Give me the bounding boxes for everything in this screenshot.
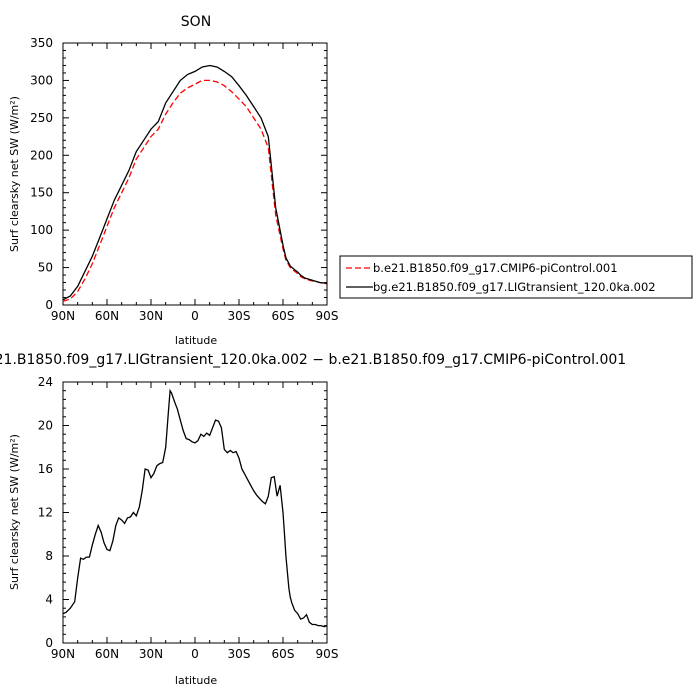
chart-2-title: bg.e21.B1850.f09_g17.LIGtransient_120.0k… — [0, 352, 626, 368]
y-tick-label: 100 — [30, 223, 53, 237]
series-line-1 — [62, 79, 328, 302]
legend-box — [339, 255, 693, 299]
x-tick-label: 90N — [51, 309, 75, 323]
plot-frame — [62, 42, 328, 306]
y-tick-label: 350 — [30, 36, 53, 50]
chart-1-ylabel: Surf clearsky net SW (W/m²) — [8, 96, 21, 252]
y-tick-label: 24 — [38, 375, 53, 389]
x-tick-label: 60S — [272, 647, 295, 661]
x-tick-label: 60N — [95, 647, 119, 661]
x-tick-label: 60N — [95, 309, 119, 323]
y-tick-label: 16 — [38, 462, 53, 476]
x-tick-label: 30S — [228, 309, 251, 323]
y-tick-label: 200 — [30, 148, 53, 162]
y-tick-label: 20 — [38, 419, 53, 433]
x-tick-label: 30N — [139, 647, 163, 661]
x-tick-label: 90S — [316, 647, 339, 661]
y-tick-label: 8 — [45, 549, 53, 563]
chart-1-legend: b.e21.B1850.f09_g17.CMIP6-piControl.001b… — [339, 255, 693, 299]
y-tick-label: 0 — [45, 298, 53, 312]
x-tick-label: 30N — [139, 309, 163, 323]
chart-1-title: SON — [181, 14, 211, 30]
chart-1-plot: 90N 60N 30N 0 30S 60S 90S 0 50 100 150 200 250 300 350 — [30, 36, 338, 323]
x-tick-label: 90S — [316, 309, 339, 323]
x-tick-label: 60S — [272, 309, 295, 323]
y-tick-label: 12 — [38, 506, 53, 520]
chart-2-plot: 90N 60N 30N 0 30S 60S 90S 0 4 8 12 16 20 24 — [38, 375, 339, 661]
chart-2-ylabel: Surf clearsky net SW (W/m²) — [8, 434, 21, 590]
x-tick-label: 90N — [51, 647, 75, 661]
plot-frame — [62, 381, 328, 644]
x-tick-label: 30S — [228, 647, 251, 661]
y-tick-label: 50 — [38, 261, 53, 275]
series-line-1 — [62, 388, 328, 628]
y-tick-label: 4 — [45, 593, 53, 607]
legend-label: bg.e21.B1850.f09_g17.LIGtransient_120.0k… — [373, 280, 656, 294]
y-tick-label: 0 — [45, 636, 53, 650]
chart-2-xlabel: latitude — [175, 674, 217, 687]
series-line-2 — [62, 64, 328, 301]
chart-1-xlabel: latitude — [175, 334, 217, 347]
x-tick-label: 0 — [191, 647, 199, 661]
legend-label: b.e21.B1850.f09_g17.CMIP6-piControl.001 — [373, 261, 618, 275]
x-tick-label: 0 — [191, 309, 199, 323]
y-tick-label: 150 — [30, 186, 53, 200]
y-tick-label: 300 — [30, 73, 53, 87]
y-tick-label: 250 — [30, 111, 53, 125]
